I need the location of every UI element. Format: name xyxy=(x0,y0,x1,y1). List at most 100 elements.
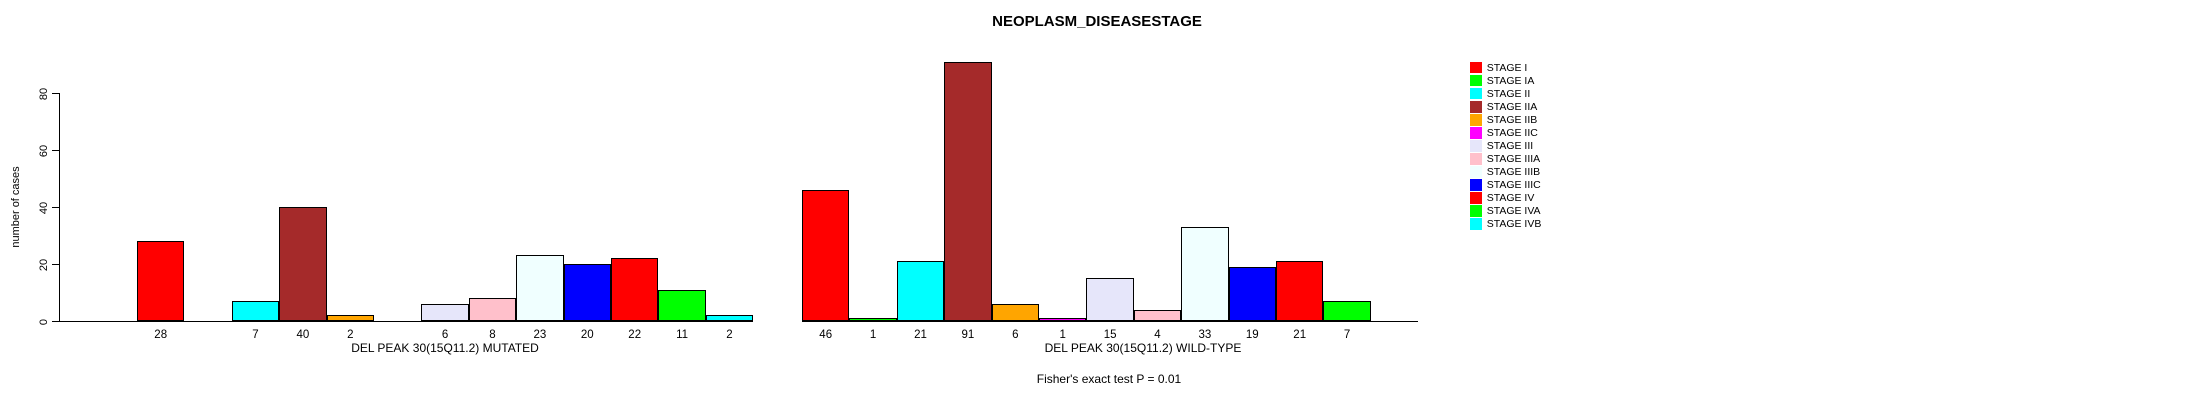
legend-swatch xyxy=(1470,74,1482,87)
bar-stage-iib xyxy=(326,315,374,321)
bar-stage-ii xyxy=(896,261,945,321)
x-group-label: DEL PEAK 30(15Q11.2) MUTATED xyxy=(351,341,539,355)
legend-label: STAGE IIIB xyxy=(1486,165,1541,178)
bar-stage-iiib xyxy=(1181,226,1229,321)
legend-item: STAGE IV xyxy=(1470,191,1541,204)
bar-value-label: 20 xyxy=(580,329,594,341)
bar-stage-iib xyxy=(991,303,1039,321)
legend-label: STAGE IIA xyxy=(1486,100,1538,113)
y-tick-label: 80 xyxy=(38,87,50,100)
legend-swatch xyxy=(1470,139,1482,152)
legend-swatch xyxy=(1470,218,1482,230)
legend-label: STAGE IIIC xyxy=(1486,178,1541,191)
bar-value-label: 91 xyxy=(961,329,975,341)
legend-swatch xyxy=(1470,100,1482,113)
bar-value-label: 7 xyxy=(252,329,259,341)
legend-label: STAGE IIIA xyxy=(1486,152,1541,165)
legend-item: STAGE IIIB xyxy=(1470,165,1541,178)
y-tick-label: 60 xyxy=(38,144,50,157)
legend-swatch xyxy=(1470,61,1482,74)
bar-value-label: 6 xyxy=(1012,329,1019,341)
bar-stage-i xyxy=(802,189,850,321)
bar-stage-iva xyxy=(1323,301,1371,321)
bar-stage-iiia xyxy=(468,298,517,321)
bar-stage-iii xyxy=(421,303,469,321)
bar-stage-iva xyxy=(658,289,706,321)
legend-label: STAGE IIC xyxy=(1486,126,1538,139)
legend-label: STAGE IA xyxy=(1486,74,1535,87)
chart-title: NEOPLASM_DISEASESTAGE xyxy=(992,13,1202,30)
bar-stage-iiib xyxy=(516,255,564,321)
bar-value-label: 2 xyxy=(726,329,733,341)
x-group-label: DEL PEAK 30(15Q11.2) WILD-TYPE xyxy=(1044,341,1242,355)
legend: STAGE I STAGE IA STAGE II STAGE IIA STAGE II… xyxy=(1470,61,1541,231)
bar-value-label: 2 xyxy=(347,329,354,341)
legend-swatch xyxy=(1470,87,1482,100)
y-tick xyxy=(52,93,59,94)
y-tick xyxy=(52,321,59,322)
bar-value-label: 22 xyxy=(628,329,642,341)
bar-stage-iiic xyxy=(563,264,611,321)
legend-label: STAGE III xyxy=(1486,139,1534,152)
legend-swatch xyxy=(1470,166,1482,178)
bar-value-label: 23 xyxy=(533,329,547,341)
y-tick-label: 0 xyxy=(38,318,50,325)
y-tick xyxy=(52,264,59,265)
legend-item: STAGE II xyxy=(1470,87,1541,100)
bar-value-label: 15 xyxy=(1103,329,1117,341)
bar-value-label: 1 xyxy=(1059,329,1066,341)
legend-swatch xyxy=(1470,179,1482,191)
x-axis-baseline xyxy=(802,321,1418,322)
legend-swatch xyxy=(1470,205,1482,217)
y-tick-label: 20 xyxy=(38,258,50,271)
legend-label: STAGE IVB xyxy=(1486,218,1542,231)
bar-value-label: 1 xyxy=(869,329,877,341)
bar-value-label: 7 xyxy=(1343,329,1351,341)
legend-item: STAGE IVA xyxy=(1470,205,1541,218)
bar-value-label: 28 xyxy=(154,329,168,341)
legend-label: STAGE IIB xyxy=(1486,113,1538,126)
y-tick-label: 40 xyxy=(38,201,50,214)
legend-swatch xyxy=(1470,153,1482,165)
legend-label: STAGE IV xyxy=(1486,191,1535,204)
bar-stage-ivb xyxy=(705,315,754,321)
legend-swatch xyxy=(1470,113,1482,126)
bar-value-label: 21 xyxy=(914,329,927,341)
bar-stage-iv xyxy=(1276,261,1324,321)
legend-item: STAGE IIIA xyxy=(1470,152,1541,165)
bar-value-label: 40 xyxy=(296,329,310,341)
legend-item: STAGE IIC xyxy=(1470,126,1541,139)
fisher-test-annotation: Fisher's exact test P = 0.01 xyxy=(1036,372,1182,386)
bar-stage-ia xyxy=(849,318,897,321)
bar-stage-iiia xyxy=(1133,309,1182,321)
legend-item: STAGE IIIC xyxy=(1470,178,1541,191)
legend-swatch xyxy=(1470,192,1482,204)
bar-value-label: 33 xyxy=(1198,329,1212,341)
y-tick xyxy=(52,207,59,208)
bar-stage-iic xyxy=(1039,318,1087,321)
bar-value-label: 21 xyxy=(1293,329,1307,341)
bar-value-label: 19 xyxy=(1245,329,1259,341)
legend-item: STAGE I xyxy=(1470,61,1541,74)
bar-stage-iii xyxy=(1086,278,1134,321)
bar-value-label: 46 xyxy=(819,329,833,341)
legend-item: STAGE IIB xyxy=(1470,113,1541,126)
legend-swatch xyxy=(1470,126,1482,139)
bar-value-label: 8 xyxy=(489,329,496,341)
bar-stage-iv xyxy=(611,258,659,321)
bar-stage-i xyxy=(137,241,185,321)
bar-value-label: 11 xyxy=(676,329,689,341)
y-axis-line xyxy=(59,93,60,322)
bar-stage-iia xyxy=(944,61,992,321)
bar-value-label: 4 xyxy=(1154,329,1161,341)
legend-label: STAGE IVA xyxy=(1486,205,1541,218)
bar-stage-iiic xyxy=(1228,266,1276,321)
legend-label: STAGE I xyxy=(1486,61,1528,74)
bar-stage-ii xyxy=(231,301,280,321)
legend-item: STAGE IA xyxy=(1470,74,1541,87)
y-tick xyxy=(52,150,59,151)
legend-item: STAGE IVB xyxy=(1470,218,1541,231)
bar-value-label: 6 xyxy=(441,329,449,341)
